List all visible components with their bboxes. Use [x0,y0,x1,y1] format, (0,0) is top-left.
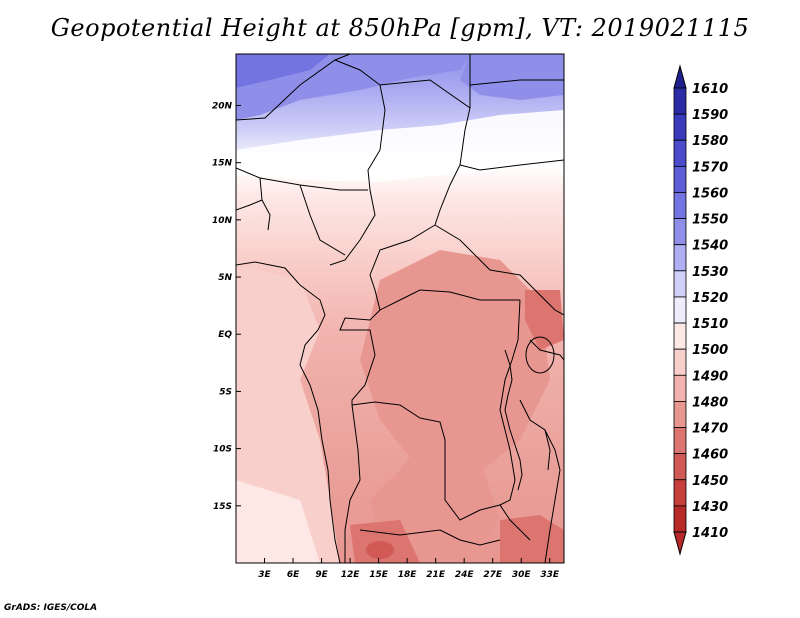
plot-frame [235,53,565,564]
colorbar-label: 1530 [692,265,728,280]
latitude-axis: 20N 15N 10N 5N EQ 5S 10S 15S [212,101,241,512]
colorbar-segment [673,322,687,350]
lat-label: 15S [213,502,232,512]
colorbar-label: 1510 [692,317,728,332]
lon-label: 12E [341,570,361,580]
colorbar-segment [673,479,687,507]
lon-label: 6E [287,570,300,580]
colorbar-label: 1430 [692,500,728,515]
colorbar-segment [673,270,687,298]
lon-label: 24E [455,570,475,580]
lon-label: 30E [512,570,532,580]
colorbar-segment [673,113,687,141]
colorbar-label: 1610 [692,82,728,97]
lon-label: 27E [483,570,503,580]
colorbar-label: 1490 [692,369,728,384]
lon-label: 18E [398,570,418,580]
colorbar-segment [673,374,687,402]
lon-label: 33E [540,570,560,580]
colorbar-segment [673,244,687,272]
colorbar-label: 1590 [692,108,728,123]
colorbar-label: 1540 [692,239,728,254]
colorbar-segment [673,192,687,219]
lon-label: 9E [315,570,328,580]
colorbar-label: 1520 [692,291,728,306]
colorbar-segment [673,87,687,115]
colorbar-label: 1480 [692,395,728,410]
colorbar-label: 1450 [692,474,728,489]
lat-label: 5N [218,273,232,283]
colorbar-label: 1570 [692,160,728,175]
longitude-axis: 3E 6E 9E 12E 15E 18E 21E 24E 27E 30E 33E [258,558,560,580]
colorbar-segment [673,401,687,428]
grads-credit: GrADS: IGES/COLA [4,603,98,613]
lon-label: 3E [258,570,271,580]
colorbar-segment [673,427,687,455]
country-borders [236,54,564,563]
colorbar-label: 1410 [692,526,728,541]
lat-label: 10S [213,445,232,455]
lon-label: 21E [426,570,446,580]
colorbar-segment [673,296,687,324]
colorbar-label: 1550 [692,213,728,228]
colorbar-segment [673,139,687,167]
map-title: Geopotential Height at 850hPa [gpm], VT:… [50,14,750,42]
colorbar-label: 1560 [692,186,728,201]
colorbar-bottom-arrow [673,531,687,556]
colorbar-label: 1460 [692,448,728,463]
colorbar-label: 1500 [692,343,728,358]
lat-label: 5S [219,387,232,397]
height-field [236,54,564,563]
colorbar-segment [673,505,687,533]
lat-label: 10N [212,216,233,226]
lakes [504,336,555,491]
colorbar-label: 1470 [692,422,728,437]
colorbar-top-arrow [673,64,687,89]
colorbar-segment [673,348,687,376]
lon-label: 15E [369,570,389,580]
lat-label: 15N [212,159,233,169]
colorbar-segment [673,165,687,193]
colorbar-segment [673,218,687,246]
lat-label: EQ [218,330,232,340]
lat-label: 20N [212,101,233,111]
colorbar: 1610 1590 1580 1570 1560 1550 1540 1530 1520 1510… [673,64,728,556]
colorbar-segment [673,453,687,481]
colorbar-label: 1580 [692,134,728,149]
